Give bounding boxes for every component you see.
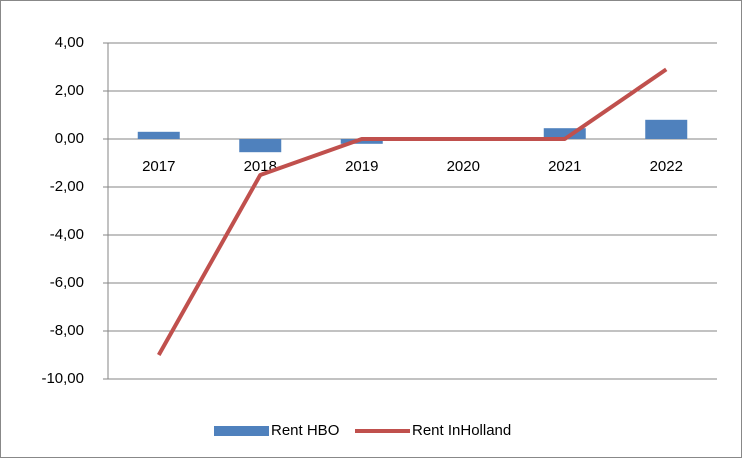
y-tick-label: 4,00 [55, 34, 84, 51]
y-tick-label: 0,00 [55, 130, 84, 147]
bar [340, 139, 383, 144]
line [157, 67, 668, 356]
y-tick-label: -6,00 [50, 274, 84, 291]
legend-label: Rent InHolland [412, 422, 511, 439]
bar [137, 131, 180, 139]
x-tick-label: 2021 [548, 158, 581, 175]
x-tick-label: 2017 [142, 158, 175, 175]
y-tick-label: -8,00 [50, 322, 84, 339]
legend-label: Rent HBO [271, 422, 339, 439]
y-tick-label: -2,00 [50, 178, 84, 195]
bar [543, 128, 586, 139]
bar [239, 139, 282, 153]
x-tick-label: 2019 [345, 158, 378, 175]
y-tick-label: -4,00 [50, 226, 84, 243]
chart-border [0, 0, 742, 458]
bar [645, 119, 688, 139]
x-tick-label: 2020 [447, 158, 480, 175]
legend-swatch [214, 426, 269, 436]
y-tick-label: -10,00 [41, 370, 84, 387]
y-tick-label: 2,00 [55, 82, 84, 99]
x-tick-label: 2022 [650, 158, 683, 175]
